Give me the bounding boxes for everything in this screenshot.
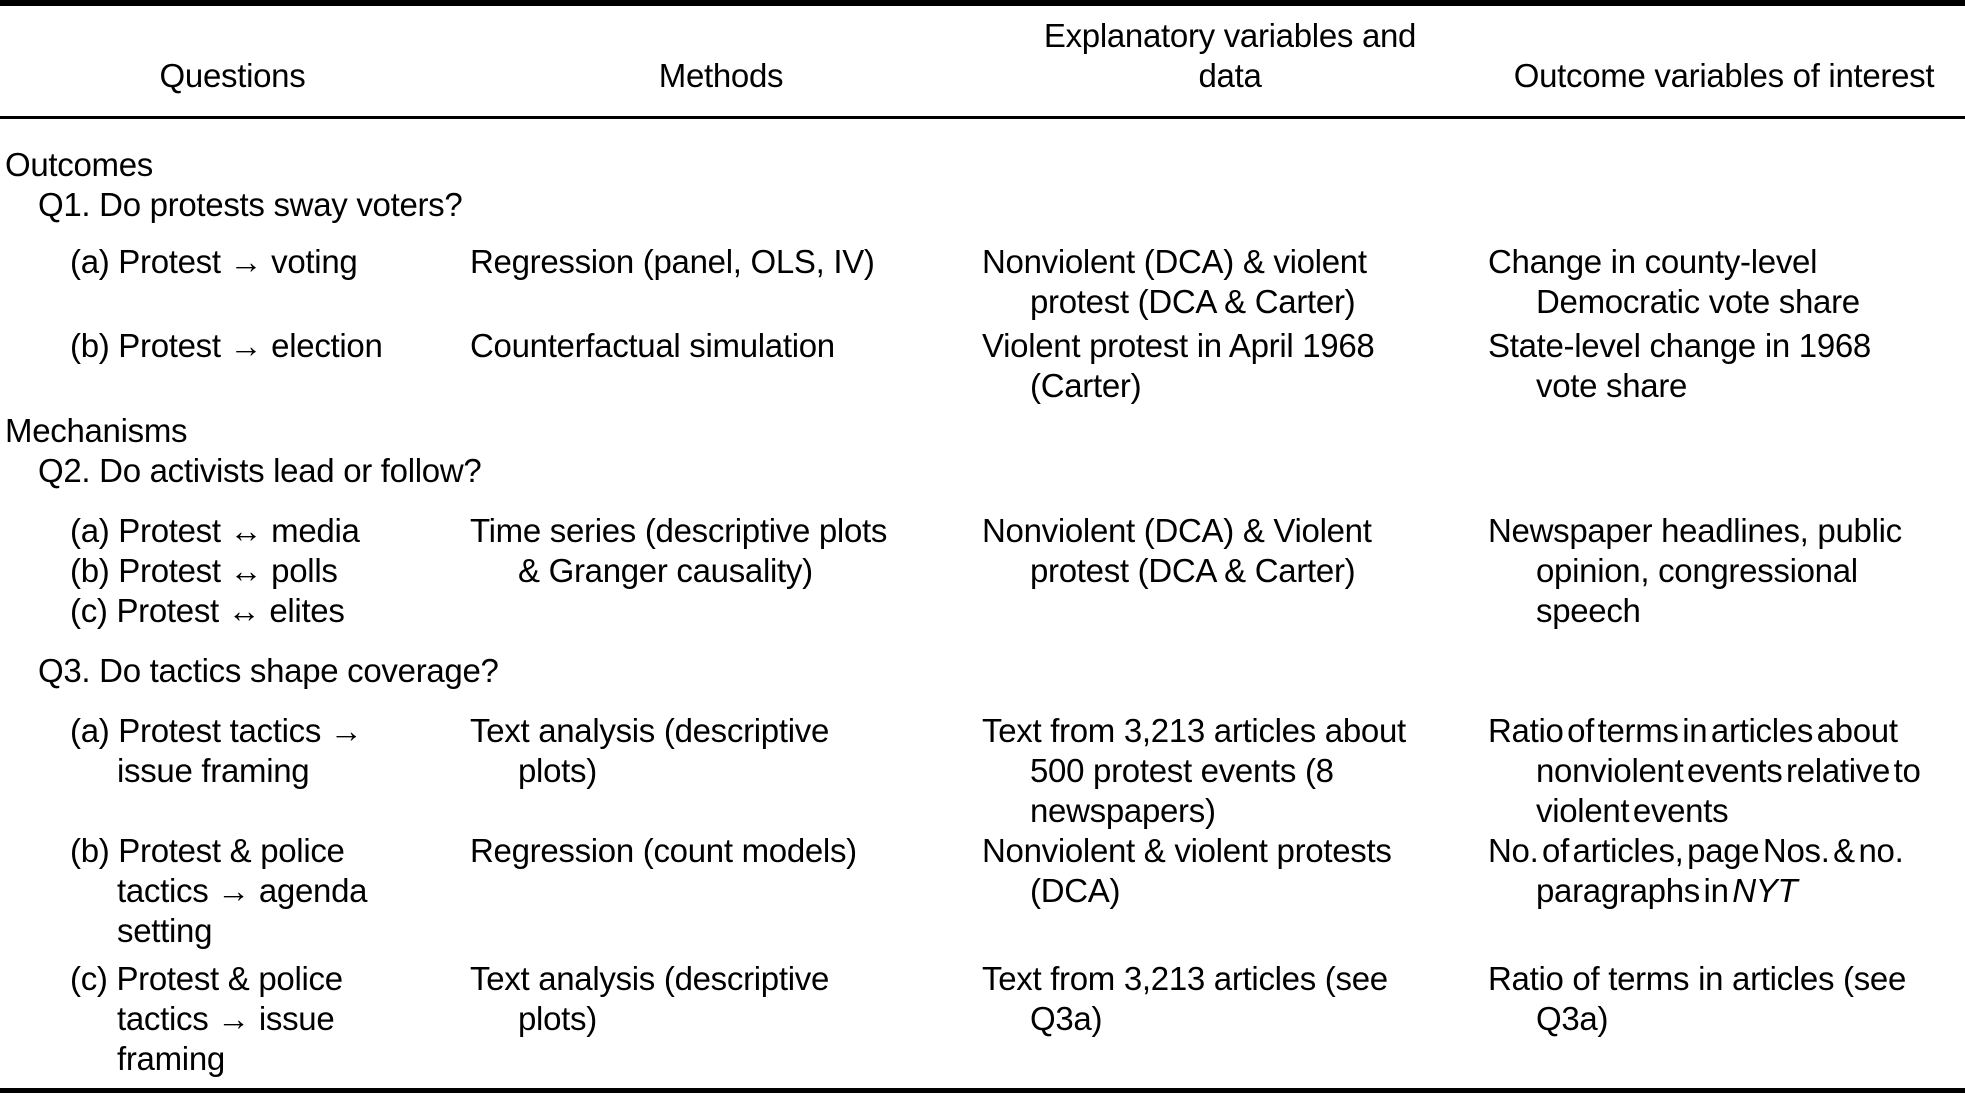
- table-bottom-rule: [0, 1088, 1965, 1093]
- cell-method: Text analysis (descriptive plots): [470, 960, 830, 1037]
- header-outcome-variables: Outcome variables of interest: [1513, 57, 1935, 94]
- cell-method: Counterfactual simulation: [470, 327, 835, 364]
- cell-outcome: Newspaper headlines, public opinion, con…: [1488, 512, 1902, 629]
- header-questions: Questions: [159, 57, 306, 94]
- cell-question: (a) Protest ↔ media (b) Protest ↔ polls …: [70, 512, 360, 629]
- section-outcomes: Outcomes: [5, 146, 153, 183]
- cell-variables: Nonviolent & violent protests (DCA): [982, 832, 1392, 909]
- cell-question: (b) Protest & police tactics → agenda se…: [70, 832, 368, 949]
- table-row-q3b: (b) Protest & police tactics → agenda se…: [0, 831, 1965, 951]
- table-header-row: Questions Methods Explanatory variables …: [0, 6, 1965, 119]
- cell-method: Regression (panel, OLS, IV): [470, 243, 875, 280]
- cell-outcome: No. of articles, page Nos. & no. paragra…: [1483, 831, 1965, 911]
- cell-question: (b) Protest → election: [70, 327, 383, 364]
- table-row-q3a: (a) Protest tactics → issue framing Text…: [0, 711, 1965, 831]
- cell-question: (c) Protest & police tactics → issue fra…: [70, 960, 343, 1077]
- header-explanatory-variables: Explanatory variables and data: [1043, 17, 1417, 94]
- table-row-q3c: (c) Protest & police tactics → issue fra…: [0, 959, 1965, 1079]
- outcome-text: No. of articles, page Nos. & no. paragra…: [1488, 832, 1904, 909]
- cell-variables: Nonviolent (DCA) & violent protest (DCA …: [982, 243, 1367, 320]
- question-q1-heading: Q1. Do protests sway voters?: [38, 186, 463, 223]
- cell-outcome: Ratio of terms in articles (see Q3a): [1488, 960, 1907, 1037]
- cell-outcome: Ratio of terms in articles about nonviol…: [1488, 712, 1921, 829]
- cell-variables: Violent protest in April 1968 (Carter): [982, 327, 1375, 404]
- cell-question: (a) Protest → voting: [70, 243, 358, 280]
- cell-variables: Text from 3,213 articles (see Q3a): [982, 960, 1388, 1037]
- table-top-rule: [0, 0, 1965, 6]
- cell-variables: Nonviolent (DCA) & Violent protest (DCA …: [982, 512, 1372, 589]
- question-q2-heading: Q2. Do activists lead or follow?: [38, 452, 482, 489]
- header-methods: Methods: [658, 57, 784, 94]
- cell-method: Regression (count models): [470, 832, 857, 869]
- table-row-q1a: (a) Protest → voting Regression (panel, …: [0, 242, 1965, 322]
- cell-outcome: Change in county-level Democratic vote s…: [1488, 243, 1860, 320]
- table-row-q1b: (b) Protest → election Counterfactual si…: [0, 326, 1965, 406]
- section-mechanisms: Mechanisms: [5, 412, 188, 449]
- nyt-italic: NYT: [1732, 872, 1798, 909]
- question-q3-heading: Q3. Do tactics shape coverage?: [38, 652, 499, 689]
- cell-method: Text analysis (descriptive plots): [470, 712, 830, 789]
- cell-outcome: State-level change in 1968 vote share: [1488, 327, 1871, 404]
- table-row-q2abc: (a) Protest ↔ media (b) Protest ↔ polls …: [0, 511, 1965, 631]
- cell-variables: Text from 3,213 articles about 500 prote…: [982, 712, 1406, 829]
- cell-question: (a) Protest tactics → issue framing: [70, 712, 363, 789]
- cell-method: Time series (descriptive plots & Granger…: [470, 512, 888, 589]
